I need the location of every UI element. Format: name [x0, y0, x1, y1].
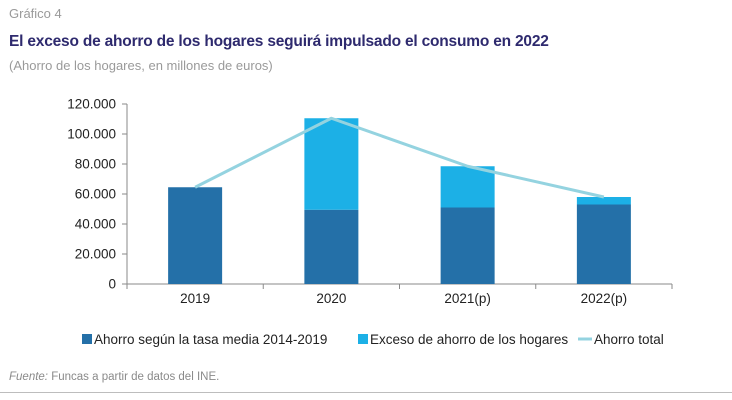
bottom-divider — [0, 392, 732, 393]
bar-excess — [304, 118, 359, 210]
x-tick-label: 2021(p) — [444, 291, 491, 306]
legend-label: Ahorro según la tasa media 2014-2019 — [94, 332, 327, 347]
x-tick-label: 2022(p) — [581, 291, 628, 306]
x-tick-label: 2019 — [180, 291, 210, 306]
bar-base — [304, 209, 359, 284]
y-tick-label: 80.000 — [75, 157, 116, 172]
y-tick-label: 100.000 — [67, 127, 116, 142]
chart-title: El exceso de ahorro de los hogares segui… — [9, 33, 549, 50]
y-tick-label: 40.000 — [75, 217, 116, 232]
bar-base — [168, 187, 223, 284]
bar-excess — [576, 197, 631, 205]
bar-excess — [440, 166, 495, 208]
line-total — [194, 116, 605, 199]
y-tick-label: 0 — [108, 277, 116, 292]
bar-base — [576, 204, 631, 284]
chart-subtitle: (Ahorro de los hogares, en millones de e… — [9, 58, 273, 73]
legend-label: Ahorro total — [594, 332, 664, 347]
legend-swatch — [82, 334, 92, 344]
legend-swatch — [358, 334, 368, 344]
source-label: Fuente: — [9, 371, 48, 383]
figure-label: Gráfico 4 — [9, 6, 62, 21]
source-note: Fuente: Funcas a partir de datos del INE… — [9, 371, 219, 383]
x-tick-label: 2020 — [316, 291, 346, 306]
legend-label: Exceso de ahorro de los hogares — [370, 332, 568, 347]
y-tick-label: 20.000 — [75, 247, 116, 262]
y-tick-label: 120.000 — [67, 97, 116, 112]
source-text: Funcas a partir de datos del INE. — [51, 371, 220, 383]
bar-base — [440, 207, 495, 284]
y-tick-label: 60.000 — [75, 187, 116, 202]
